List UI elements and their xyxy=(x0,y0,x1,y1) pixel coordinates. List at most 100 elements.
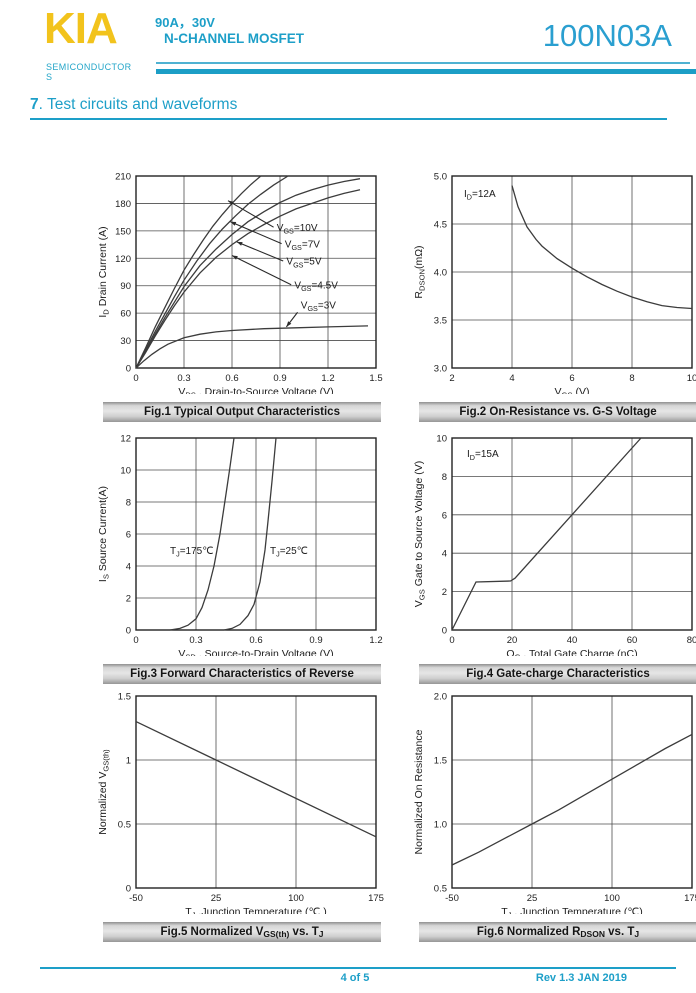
svg-text:3.5: 3.5 xyxy=(434,316,447,327)
svg-text:4: 4 xyxy=(126,562,131,573)
fig4-caption-bar: Fig.4 Gate-charge Characteristics xyxy=(419,664,696,684)
section-title: 7. Test circuits and waveforms xyxy=(30,96,667,120)
svg-text:40: 40 xyxy=(567,635,578,646)
svg-text:0: 0 xyxy=(126,626,131,637)
fig1-plot: VGS=10V VGS=7V VGS=5V VGS=4.5V VGS=3V 0 0.3 0.6… xyxy=(97,172,383,395)
svg-text:60: 60 xyxy=(627,635,638,646)
svg-text:180: 180 xyxy=(115,199,131,210)
figure-fig6: -50 25 100 175 0.5 1.0 1.5 2.0 TJ , Junction Tem… xyxy=(412,684,696,942)
svg-text:0: 0 xyxy=(449,635,454,646)
part-number: 100N03A xyxy=(542,18,672,53)
svg-text:4.5: 4.5 xyxy=(434,220,447,231)
kia-logo-subtitle: SEMICONDUCTOR S xyxy=(46,62,132,82)
svg-text:0: 0 xyxy=(133,635,138,646)
svg-text:2: 2 xyxy=(442,587,447,598)
svg-text:0.3: 0.3 xyxy=(177,373,190,384)
svg-text:TJ=175℃: TJ=175℃ xyxy=(170,546,213,559)
logo-subtitle-line2: S xyxy=(46,72,53,82)
svg-text:-50: -50 xyxy=(445,893,459,904)
svg-text:5.0: 5.0 xyxy=(434,172,447,183)
svg-text:60: 60 xyxy=(120,309,131,320)
svg-text:20: 20 xyxy=(507,635,518,646)
kia-logo: KIA xyxy=(44,4,118,53)
svg-text:0: 0 xyxy=(133,373,138,384)
svg-text:10: 10 xyxy=(687,373,696,384)
svg-text:80: 80 xyxy=(687,635,696,646)
svg-text:VGS=4.5V: VGS=4.5V xyxy=(294,281,338,294)
header-rule-thin xyxy=(156,62,690,64)
svg-text:12: 12 xyxy=(120,434,131,445)
revision-label: Rev 1.3 JAN 2019 xyxy=(535,972,627,984)
fig2-caption-bar: Fig.2 On-Resistance vs. G-S Voltage xyxy=(419,402,696,422)
figure-fig2: ID=12A 2 4 6 8 10 3.0 3.5 4.0 4.5 5.0 VGS (V) RDSON(… xyxy=(412,164,696,422)
svg-text:QG , Total Gate Charge (nC): QG , Total Gate Charge (nC) xyxy=(506,648,637,656)
svg-text:4: 4 xyxy=(509,373,514,384)
svg-text:100: 100 xyxy=(604,893,620,904)
fig3-plot: TJ=175℃ TJ=25℃ 0 0.3 0.6 0.9 1.2 0 2 4 6 8 10 12 VSD ,… xyxy=(97,434,383,657)
svg-text:ID=15A: ID=15A xyxy=(467,449,499,462)
logo-subtitle-line1: SEMICONDUCTOR xyxy=(46,62,132,72)
svg-text:2: 2 xyxy=(126,594,131,605)
fig6-caption-bar: Fig.6 Normalized RDSON vs. TJ xyxy=(419,922,696,942)
svg-text:IS Source Current(A): IS Source Current(A) xyxy=(97,486,111,582)
fig2-plot: ID=12A 2 4 6 8 10 3.0 3.5 4.0 4.5 5.0 VGS (V) RDSON(… xyxy=(413,172,696,395)
device-type: N-CHANNEL MOSFET xyxy=(164,31,304,46)
section-number: 7 xyxy=(30,96,39,113)
svg-text:VGS=10V: VGS=10V xyxy=(277,223,318,236)
device-rating: 90A，30V xyxy=(155,15,215,30)
svg-text:150: 150 xyxy=(115,226,131,237)
section-title-text: . Test circuits and waveforms xyxy=(38,96,238,113)
svg-text:1.5: 1.5 xyxy=(434,756,447,767)
page-number: 4 of 5 xyxy=(340,972,370,984)
figure-fig1: VGS=10V VGS=7V VGS=5V VGS=4.5V VGS=3V 0 0.3 0.6… xyxy=(96,164,388,422)
svg-text:Normalized VGS(th): Normalized VGS(th) xyxy=(97,749,111,835)
svg-text:VGS=5V: VGS=5V xyxy=(286,257,321,270)
svg-text:1.5: 1.5 xyxy=(369,373,382,384)
svg-text:VGS=7V: VGS=7V xyxy=(285,239,320,252)
svg-text:1: 1 xyxy=(126,756,131,767)
svg-text:3.0: 3.0 xyxy=(434,364,447,375)
svg-text:TJ=25℃: TJ=25℃ xyxy=(270,546,308,559)
svg-text:0: 0 xyxy=(126,884,131,895)
svg-text:TJ ,Junction Temperature (℃ ): TJ ,Junction Temperature (℃ ) xyxy=(185,906,326,914)
svg-text:8: 8 xyxy=(126,498,131,509)
svg-text:10: 10 xyxy=(120,466,131,477)
svg-text:4.0: 4.0 xyxy=(434,268,447,279)
svg-text:10: 10 xyxy=(436,434,447,445)
svg-text:175: 175 xyxy=(684,893,696,904)
svg-text:0.3: 0.3 xyxy=(189,635,202,646)
svg-text:4: 4 xyxy=(442,549,447,560)
svg-text:0.9: 0.9 xyxy=(273,373,286,384)
svg-text:0: 0 xyxy=(126,364,131,375)
svg-text:8: 8 xyxy=(442,472,447,483)
svg-text:VSD , Source-to-Drain Voltage: VSD , Source-to-Drain Voltage (V) xyxy=(178,648,333,656)
svg-text:30: 30 xyxy=(120,336,131,347)
svg-text:6: 6 xyxy=(569,373,574,384)
svg-text:210: 210 xyxy=(115,172,131,183)
fig1-caption-bar: Fig.1 Typical Output Characteristics xyxy=(103,402,381,422)
figure-fig4: ID=15A 0 20 40 60 80 0 2 4 6 8 10 QG , Total Gate Ch… xyxy=(412,426,696,684)
svg-text:25: 25 xyxy=(211,893,222,904)
svg-text:2.0: 2.0 xyxy=(434,692,447,703)
svg-text:0.6: 0.6 xyxy=(249,635,262,646)
svg-text:ID Drain Current (A): ID Drain Current (A) xyxy=(97,226,111,317)
svg-text:90: 90 xyxy=(120,281,131,292)
svg-text:1.5: 1.5 xyxy=(118,692,131,703)
footer-rule xyxy=(40,967,676,969)
svg-text:25: 25 xyxy=(527,893,538,904)
header-rule-thick xyxy=(156,69,696,74)
svg-text:TJ , Junction Temperature (℃): TJ , Junction Temperature (℃) xyxy=(501,906,642,914)
svg-text:100: 100 xyxy=(288,893,304,904)
svg-text:0.9: 0.9 xyxy=(309,635,322,646)
svg-text:ID=12A: ID=12A xyxy=(464,189,496,202)
svg-text:VGS (V): VGS (V) xyxy=(555,386,590,394)
svg-text:VGS Gate to Source Voltage (V): VGS Gate to Source Voltage (V) xyxy=(413,461,427,607)
svg-text:6: 6 xyxy=(126,530,131,541)
svg-text:0.5: 0.5 xyxy=(118,820,131,831)
fig3-caption-bar: Fig.3 Forward Characteristics of Reverse xyxy=(103,664,381,684)
svg-text:175: 175 xyxy=(368,893,384,904)
svg-text:RDSON(mΩ): RDSON(mΩ) xyxy=(413,245,427,298)
svg-text:0.6: 0.6 xyxy=(225,373,238,384)
svg-text:1.2: 1.2 xyxy=(369,635,382,646)
